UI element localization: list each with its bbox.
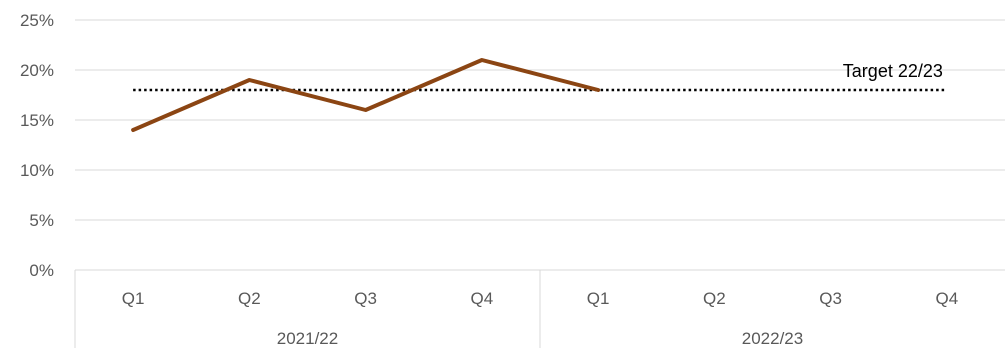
x-tick-label: Q3: [819, 289, 842, 308]
grid-layer: [75, 20, 1005, 270]
group-label: 2021/22: [277, 329, 338, 348]
y-tick-label: 0%: [29, 261, 54, 280]
x-tick-label: Q4: [936, 289, 959, 308]
y-tick-label: 5%: [29, 211, 54, 230]
y-tick-label: 15%: [20, 111, 54, 130]
x-tick-label: Q4: [471, 289, 494, 308]
x-tick-label: Q1: [587, 289, 610, 308]
y-tick-label: 10%: [20, 161, 54, 180]
group-label: 2022/23: [742, 329, 803, 348]
target-line-label: Target 22/23: [843, 61, 943, 81]
x-tick-label: Q2: [238, 289, 261, 308]
x-tick-label: Q1: [122, 289, 145, 308]
y-tick-label: 20%: [20, 61, 54, 80]
y-tick-label: 25%: [20, 11, 54, 30]
x-tick-label: Q2: [703, 289, 726, 308]
x-tick-label: Q3: [354, 289, 377, 308]
